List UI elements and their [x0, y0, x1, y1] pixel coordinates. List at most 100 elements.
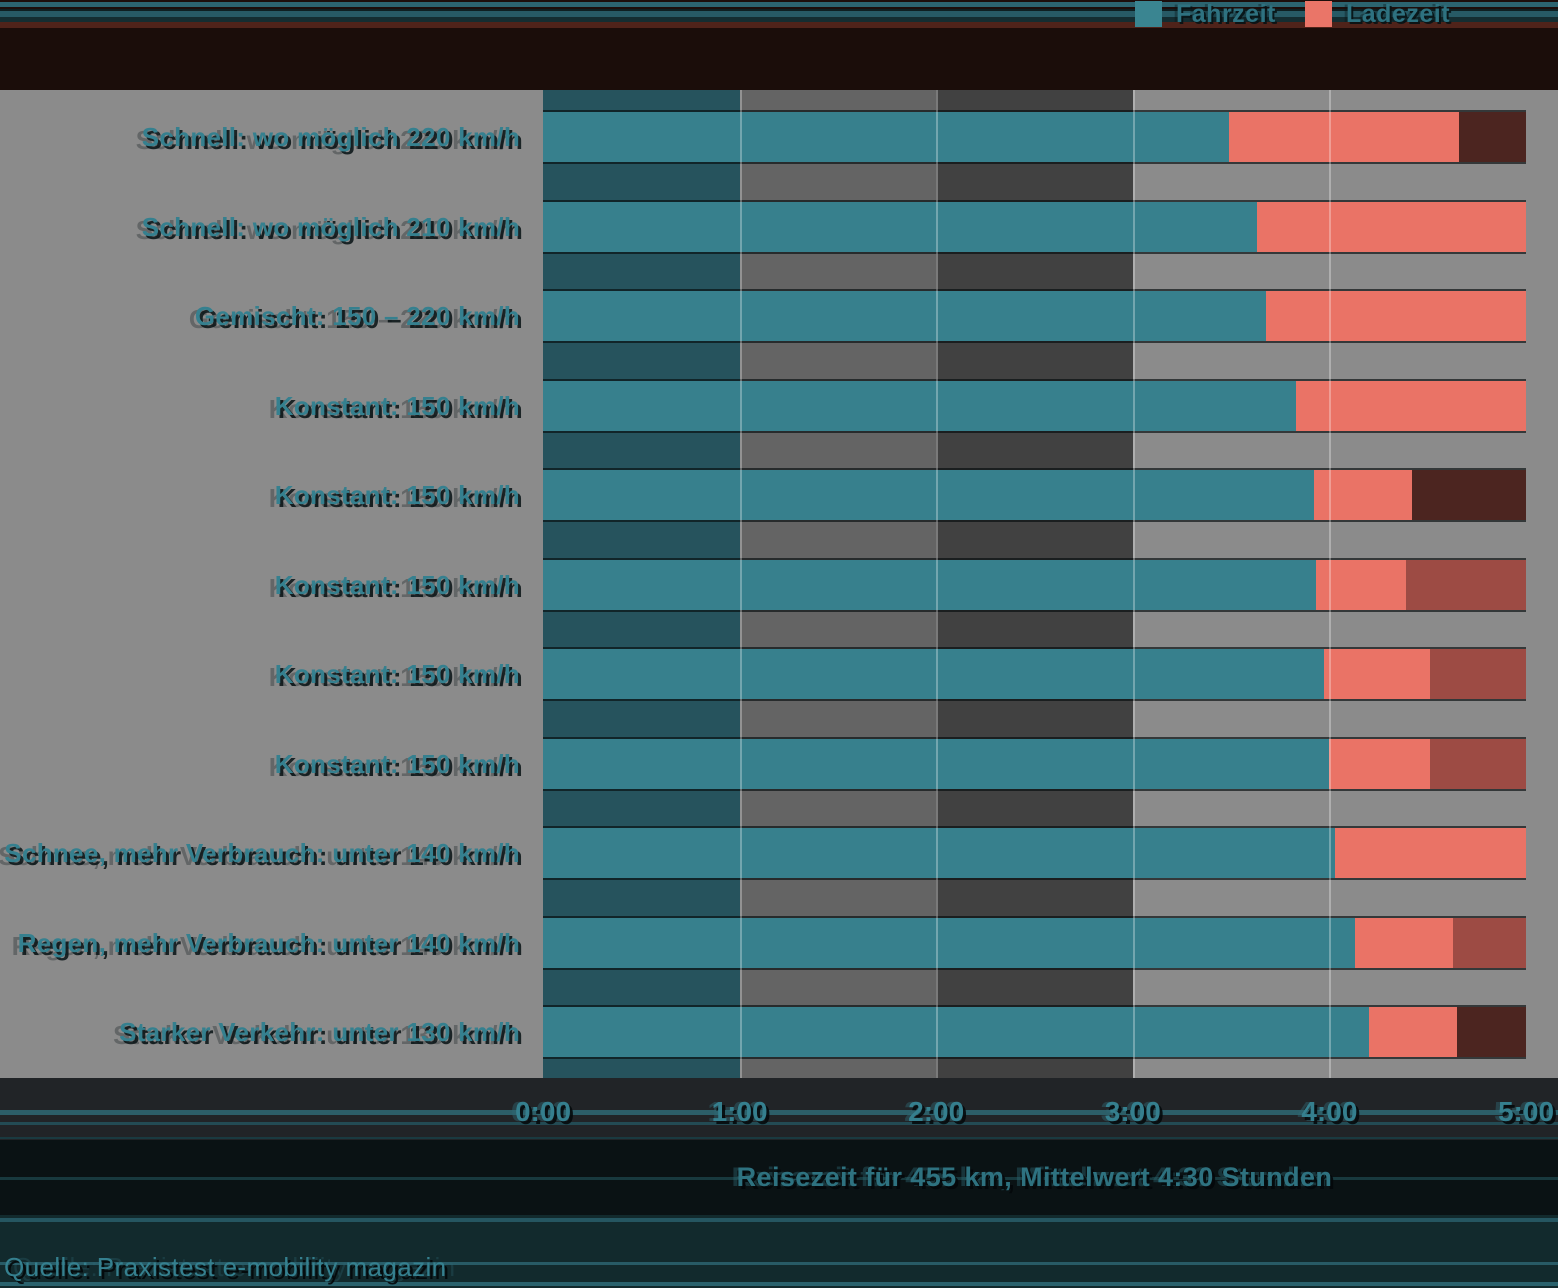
gap-band-segment: [543, 251, 740, 291]
bar-segment-fahrzeit: [543, 649, 1324, 699]
bar-segment-tail: [1429, 649, 1526, 699]
legend-label-fahrzeit: Fahrzeit: [1176, 0, 1276, 28]
bar-row: [543, 917, 1526, 968]
glitch-stripe: [0, 1282, 1558, 1286]
bar-segment-fahrzeit: [543, 201, 1257, 252]
glitch-stripe: [0, 1122, 1558, 1125]
bar-segment-ladezeit: [1295, 380, 1526, 431]
bar-segment-fahrzeit: [543, 738, 1330, 789]
bar-segment-fahrzeit: [543, 1007, 1369, 1057]
gap-band-segment: [543, 520, 740, 560]
gap-band-segment: [739, 520, 937, 560]
legend-band: Fahrzeit Ladezeit: [0, 0, 1558, 28]
bar-segment-fahrzeit: [543, 828, 1336, 878]
gap-band-segment: [936, 341, 1133, 381]
gap-band-segment: [936, 788, 1133, 828]
source-note: Quelle: Praxistest e-mobility magazin: [4, 1252, 447, 1282]
bar-row: [543, 470, 1526, 520]
bar-segment-fahrzeit: [543, 917, 1355, 968]
bar-segment-ladezeit: [1323, 649, 1430, 699]
glitch-stripe: [0, 17, 1558, 22]
x-tick-label: 4:00: [1301, 1096, 1358, 1127]
category-label: Konstant: 150 km/h: [274, 569, 520, 600]
bar-row: [543, 828, 1526, 878]
bar-segment-ladezeit: [1354, 917, 1454, 968]
bar-segment-tail: [1457, 1007, 1526, 1057]
bar-segment-fahrzeit: [543, 112, 1230, 162]
glitch-stripe: [0, 2, 1558, 7]
bar-segment-ladezeit: [1335, 828, 1526, 878]
x-tick-label: 1:00: [711, 1096, 768, 1127]
gap-band-segment: [739, 90, 937, 112]
bar-segment-fahrzeit: [543, 291, 1267, 341]
legend-label-ladezeit: Ladezeit: [1346, 0, 1451, 28]
bar-segment-ladezeit: [1266, 291, 1526, 341]
gridline-hour-3: [1132, 90, 1135, 1078]
gap-band-segment: [739, 609, 937, 649]
gap-band-segment: [543, 878, 740, 918]
glitch-stripe: [0, 1177, 1558, 1180]
bar-row: [543, 201, 1526, 252]
bar-row: [543, 559, 1526, 610]
gridline-hour-2: [936, 90, 939, 1078]
legend-item-ladezeit: [1305, 0, 1332, 28]
bar-row: [543, 380, 1526, 431]
glitch-stripe: [0, 1110, 1558, 1115]
category-label: Gemischt: 150 – 220 km/h: [194, 301, 520, 331]
gap-band-segment: [543, 162, 740, 202]
gap-band-segment: [543, 609, 740, 649]
category-label: Konstant: 150 km/h: [274, 390, 520, 421]
footer-band-lower: [0, 1215, 1558, 1288]
bar-segment-tail: [1429, 738, 1526, 789]
category-label: Konstant: 150 km/h: [274, 748, 520, 779]
gap-band-segment: [936, 251, 1133, 291]
bar-segment-ladezeit: [1315, 559, 1407, 610]
category-label: Schnell: wo möglich 210 km/h: [141, 211, 520, 242]
x-tick-label: 5:00: [1497, 1096, 1555, 1127]
legend-item-ladezeit-label: Ladezeit: [1346, 0, 1450, 28]
glitch-stripe: [0, 1137, 1558, 1139]
bar-segment-fahrzeit: [543, 380, 1296, 431]
bar-segment-ladezeit: [1229, 112, 1460, 162]
category-label: Konstant: 150 km/h: [274, 480, 520, 510]
bar-segment-ladezeit: [1256, 201, 1526, 252]
bar-row: [543, 1007, 1526, 1057]
category-label: Konstant: 150 km/h: [274, 659, 520, 689]
glitch-stripe: [0, 1218, 1558, 1222]
x-tick-label: 3:00: [1104, 1096, 1161, 1127]
bar-row: [543, 649, 1526, 699]
x-tick-label: 2:00: [908, 1096, 965, 1127]
gap-band-segment: [543, 788, 740, 828]
gap-band-segment: [936, 878, 1133, 918]
gap-band-segment: [936, 90, 1133, 112]
gridline-hour-1: [739, 90, 742, 1078]
category-label: Starker Verkehr: unter 130 km/h: [119, 1017, 520, 1047]
category-label: Regen, mehr Verbrauch: unter 140 km/h: [17, 927, 520, 958]
x-axis-band: [0, 1078, 1558, 1140]
bar-segment-tail: [1453, 917, 1526, 968]
gap-band-segment: [936, 609, 1133, 649]
gap-band-segment: [739, 251, 937, 291]
gap-band-segment: [739, 162, 937, 202]
glitch-stripe: [0, 1262, 1558, 1265]
bar-segment-tail: [1459, 112, 1526, 162]
bar-row: [543, 291, 1526, 341]
bar-segment-ladezeit: [1329, 738, 1430, 789]
gap-band-segment: [739, 788, 937, 828]
bar-segment-tail: [1406, 559, 1526, 610]
x-axis-title: Reisezeit für 455 km, Mittelwert 4:30 St…: [736, 1162, 1333, 1192]
gap-band-segment: [936, 430, 1133, 470]
bar-segment-fahrzeit: [543, 470, 1314, 520]
gap-band-segment: [739, 430, 937, 470]
gap-band-segment: [543, 1057, 740, 1078]
bar-segment-ladezeit: [1368, 1007, 1458, 1057]
x-tick-label: 0:00: [514, 1096, 572, 1127]
category-label: Schnee, mehr Verbrauch: unter 140 km/h: [4, 838, 520, 868]
bar-row: [543, 112, 1526, 162]
gap-band-segment: [739, 341, 937, 381]
gap-band-segment: [543, 967, 740, 1007]
gap-band-segment: [543, 90, 740, 112]
gap-band-segment: [936, 1057, 1133, 1078]
